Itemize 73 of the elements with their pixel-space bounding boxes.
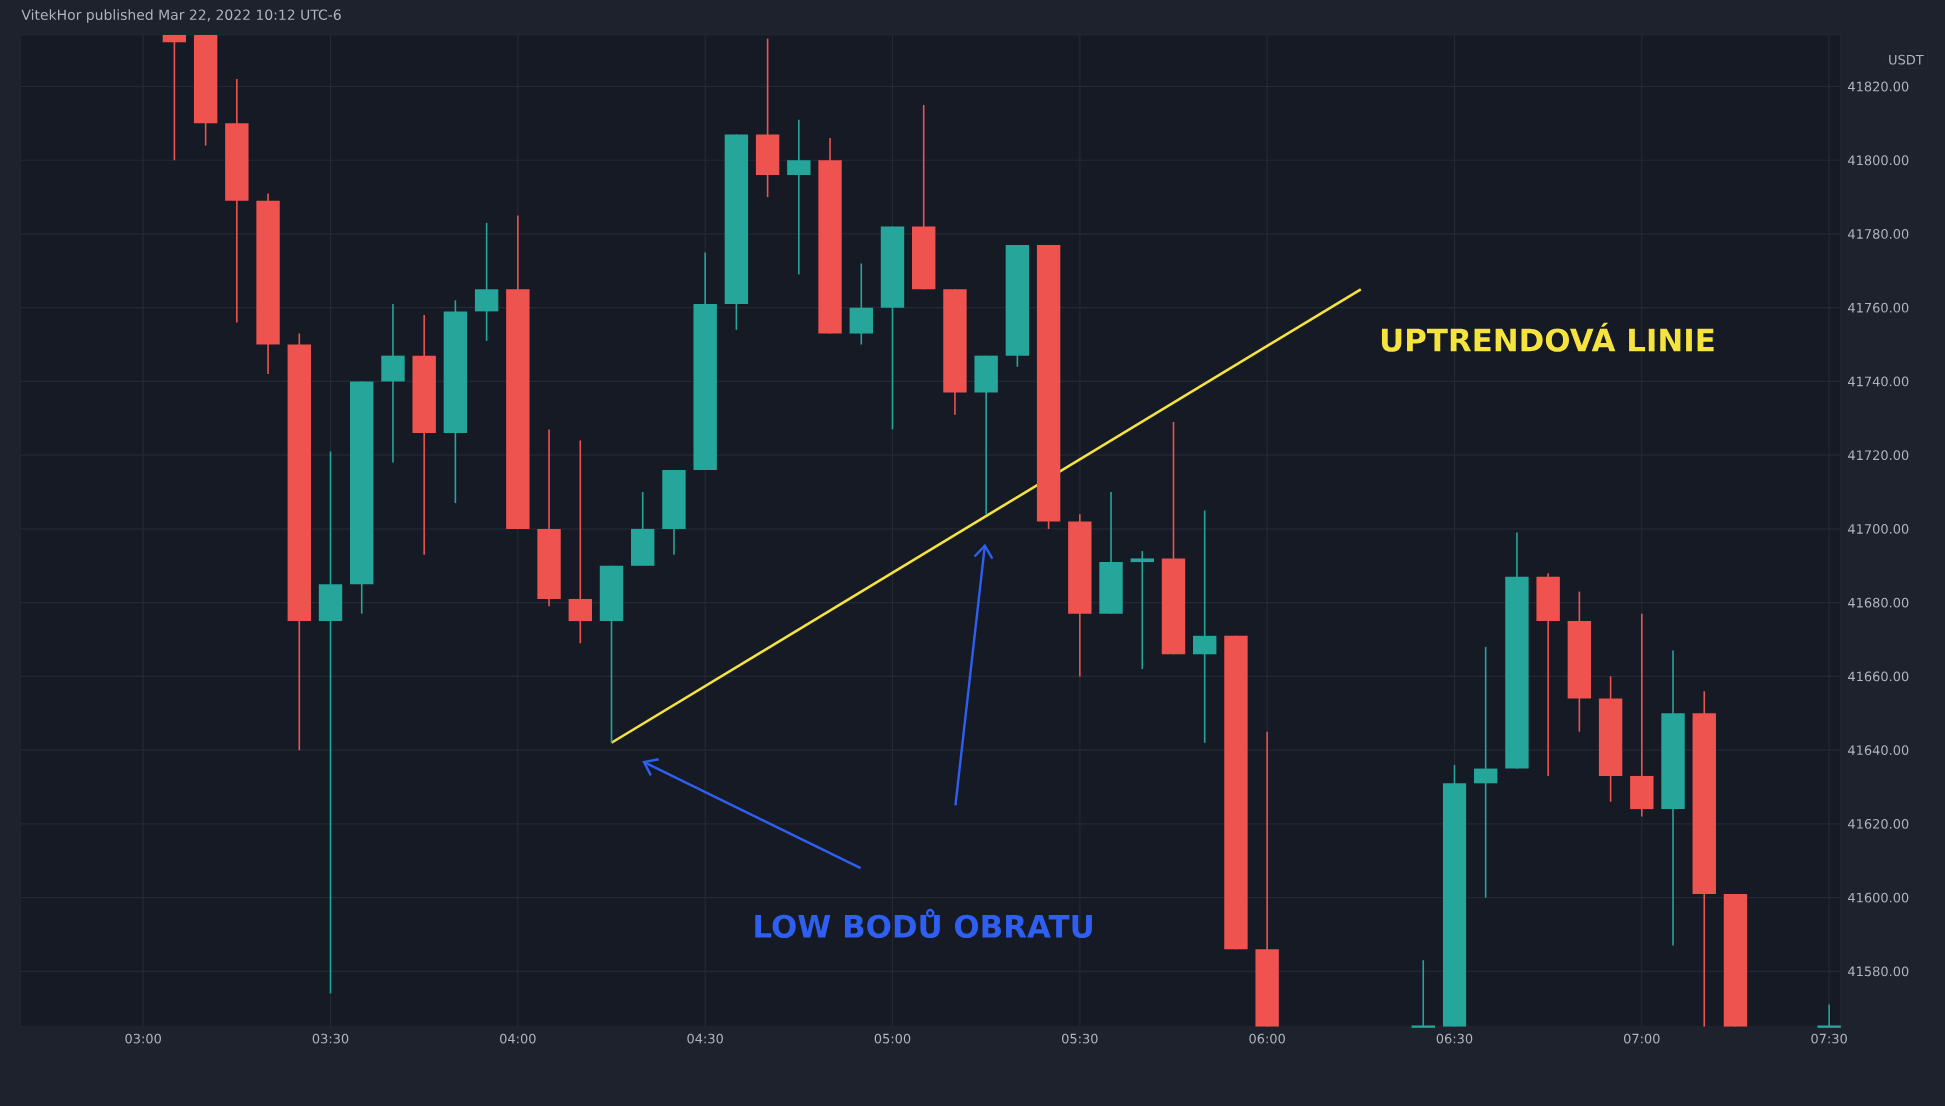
candlestick xyxy=(225,78,249,324)
candlestick xyxy=(755,37,780,198)
y-tick-label: 41620.00 xyxy=(1848,818,1909,829)
x-tick-label: 07:00 xyxy=(1623,1033,1660,1044)
y-tick-label: 41800.00 xyxy=(1848,155,1909,165)
candlestick xyxy=(381,303,405,464)
candlestick xyxy=(693,251,717,471)
candlestick xyxy=(1567,590,1592,733)
y-tick-label: 41780.00 xyxy=(1848,228,1909,239)
y-tick-label: 41640.00 xyxy=(1848,745,1909,755)
candlestick xyxy=(662,468,686,556)
x-tick-label: 05:00 xyxy=(874,1033,911,1044)
candlestick xyxy=(568,439,592,644)
candlestick xyxy=(1505,531,1529,770)
candlestick xyxy=(724,133,749,331)
candlestick xyxy=(1099,491,1123,615)
y-axis-title: USDT xyxy=(1889,54,1924,65)
y-tick-label: 41660.00 xyxy=(1848,671,1909,682)
candlestick xyxy=(912,103,936,290)
candlestick xyxy=(1661,649,1685,947)
annotation: LOW BODŮ OBRATU xyxy=(755,908,1092,938)
candlestick xyxy=(974,354,998,515)
candlestick xyxy=(537,428,561,607)
candlestick xyxy=(1005,244,1030,368)
x-tick-label: 06:30 xyxy=(1436,1033,1473,1044)
candlestick xyxy=(880,225,905,430)
candlestick xyxy=(1255,730,1279,1027)
candlestick xyxy=(1536,572,1560,777)
candlestick xyxy=(350,380,374,615)
candlestick xyxy=(1161,421,1186,655)
candlestick xyxy=(599,564,624,744)
candlestick xyxy=(849,262,873,346)
candlestick xyxy=(787,118,811,276)
candlestick xyxy=(412,314,436,556)
y-tick-label: 41580.00 xyxy=(1848,966,1909,977)
y-tick-label: 41680.00 xyxy=(1848,597,1909,608)
candlestick xyxy=(1130,550,1154,670)
candlestick xyxy=(1598,675,1623,803)
candlestick xyxy=(943,288,967,416)
candlestick xyxy=(162,34,187,161)
candlestick xyxy=(1193,509,1217,744)
series-label: UPTRENDOVÁ LINIE xyxy=(1381,322,1714,352)
y-tick-label: 41820.00 xyxy=(1848,81,1909,92)
candlestick xyxy=(1473,645,1498,899)
x-tick-label: 03:30 xyxy=(312,1033,349,1044)
x-tick-label: 03:00 xyxy=(125,1033,161,1044)
candlestick xyxy=(318,450,343,995)
candlestick xyxy=(506,214,530,530)
y-tick-label: 41600.00 xyxy=(1848,892,1909,903)
candlestick xyxy=(287,332,311,751)
x-tick-label: 04:30 xyxy=(687,1033,723,1044)
candlestick xyxy=(1036,244,1061,530)
y-tick-label: 41700.00 xyxy=(1848,523,1909,534)
candlestick xyxy=(1224,634,1248,950)
candlestick xyxy=(193,34,218,147)
candlestick xyxy=(1630,612,1654,818)
x-tick-label: 07:30 xyxy=(1811,1033,1847,1044)
x-tick-label: 06:00 xyxy=(1249,1033,1285,1044)
candlestick xyxy=(818,137,842,335)
x-tick-label: 04:00 xyxy=(500,1033,536,1044)
candlestick xyxy=(1442,763,1467,1027)
candlestick xyxy=(1692,690,1716,1027)
candlestick xyxy=(474,221,499,342)
y-tick-label: 41760.00 xyxy=(1848,302,1909,313)
y-tick-label: 41720.00 xyxy=(1848,450,1909,460)
y-tick-label: 41740.00 xyxy=(1848,376,1909,387)
candlestick xyxy=(256,192,280,375)
candlestick xyxy=(631,491,655,567)
candlestick xyxy=(1068,513,1092,678)
chart-title: VitekHor published Mar 22, 2022 10:12 UTC-6 xyxy=(21,9,341,23)
x-tick-label: 05:30 xyxy=(1062,1033,1098,1044)
candlestick xyxy=(443,299,468,504)
candlestick xyxy=(1723,892,1748,1027)
